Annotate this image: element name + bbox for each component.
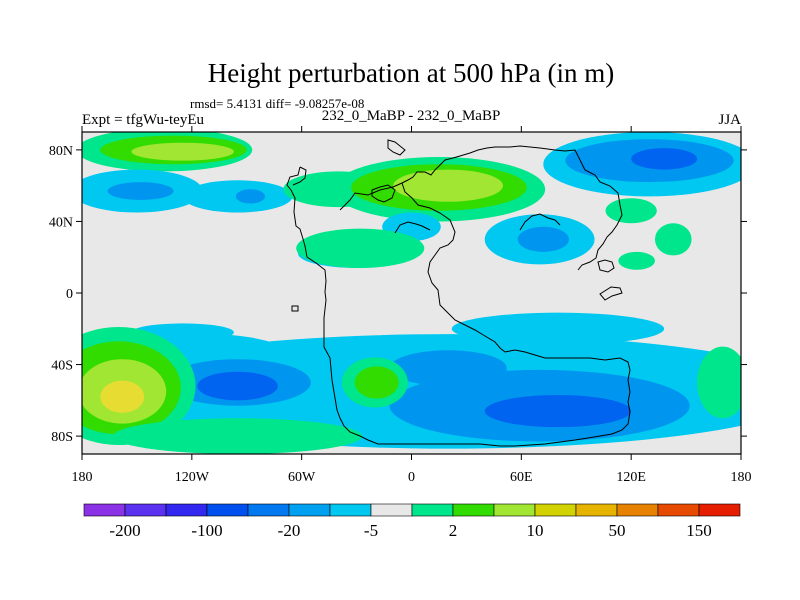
- colorbar-box-6: [329, 503, 372, 517]
- x-tick-label-4: 60E: [510, 470, 533, 485]
- y-tick-label-2: 0: [66, 287, 73, 302]
- figure-title: Height perturbation at 500 hPa (in m): [208, 58, 614, 88]
- contour-region-15: [654, 223, 692, 256]
- colorbar-label-7: 150: [686, 521, 712, 540]
- contour-region-2: [131, 142, 234, 161]
- coastline-arabia: [519, 213, 561, 231]
- coastline-borneo: [597, 259, 615, 273]
- contour-region-13: [631, 148, 698, 170]
- colorbar-box-8: [411, 503, 454, 517]
- case-label: 232_0_MaBP - 232_0_MaBP: [322, 108, 501, 124]
- experiment-label: Expt = tfgWu-teyEu: [82, 112, 204, 128]
- colorbar-label-4: 2: [449, 521, 458, 540]
- coastlines: [286, 139, 631, 447]
- colorbar-box-2: [165, 503, 208, 517]
- colorbar-box-12: [575, 503, 618, 517]
- x-tick-label-3: 0: [408, 470, 415, 485]
- colorbar-label-0: -200: [109, 521, 140, 540]
- x-tick-label-1: 120W: [175, 470, 210, 485]
- x-tick-label-0: 180: [72, 470, 93, 485]
- x-axis: 180 120W 60W 0 60E 120E 180: [72, 126, 752, 485]
- colorbar-box-10: [493, 503, 536, 517]
- coastline-americas: [286, 166, 379, 445]
- x-tick-label-5: 120E: [616, 470, 646, 485]
- colorbar-box-0: [83, 503, 126, 517]
- coastline-island-small: [599, 286, 623, 301]
- contour-region-18: [296, 228, 425, 268]
- colorbar-label-5: 10: [527, 521, 544, 540]
- contour-region-26: [484, 394, 632, 428]
- colorbar-box-7: [370, 503, 413, 517]
- colorbar-box-11: [534, 503, 577, 517]
- stats-line: rmsd= 5.4131 diff= -9.08257e-08: [190, 96, 364, 111]
- season-label: JJA: [718, 112, 741, 128]
- x-tick-label-2: 60W: [288, 470, 316, 485]
- contour-region-6: [235, 189, 266, 204]
- y-tick-label-4: 80S: [51, 430, 73, 445]
- colorbar-box-13: [616, 503, 659, 517]
- y-tick-label-0: 80N: [49, 144, 73, 159]
- colorbar-label-3: -5: [364, 521, 378, 540]
- coastline-africa: [378, 182, 631, 447]
- colorbar-box-15: [698, 503, 741, 517]
- colorbar-label-2: -20: [278, 521, 301, 540]
- colorbar-box-9: [452, 503, 495, 517]
- coastline-north-coast: [292, 166, 307, 186]
- colorbar: -200 -100 -20 -5 2 10 50 150: [83, 503, 741, 540]
- coastline-mediterranean: [394, 221, 431, 234]
- contour-region-20: [517, 226, 569, 252]
- y-axis: 80N 40N 0 40S 80S: [49, 144, 747, 445]
- colorbar-box-4: [247, 503, 290, 517]
- colorbar-box-14: [657, 503, 700, 517]
- contour-region-38: [697, 346, 741, 419]
- colorbar-box-3: [206, 503, 249, 517]
- contour-field: [82, 132, 741, 454]
- colorbar-label-6: 50: [609, 521, 626, 540]
- coastline-europe-asia: [339, 145, 623, 271]
- coastline-island-tiny: [291, 305, 299, 312]
- contour-region-10: [393, 169, 504, 202]
- contour-region-30: [197, 371, 278, 401]
- contour-region-37: [113, 418, 363, 454]
- y-tick-label-1: 40N: [49, 215, 73, 230]
- coastline-arctic-1: [387, 139, 406, 156]
- colorbar-box-1: [124, 503, 167, 517]
- contour-region-21: [618, 251, 655, 270]
- colorbar-box-5: [288, 503, 331, 517]
- y-tick-label-3: 40S: [51, 359, 73, 374]
- contour-region-4: [107, 182, 174, 200]
- contour-region-27: [389, 350, 507, 387]
- contour-region-36: [354, 366, 399, 399]
- contour-region-34: [100, 380, 145, 413]
- coastline-greenland: [371, 184, 396, 203]
- contour-region-14: [605, 198, 657, 224]
- x-tick-label-6: 180: [731, 470, 752, 485]
- colorbar-label-1: -100: [191, 521, 222, 540]
